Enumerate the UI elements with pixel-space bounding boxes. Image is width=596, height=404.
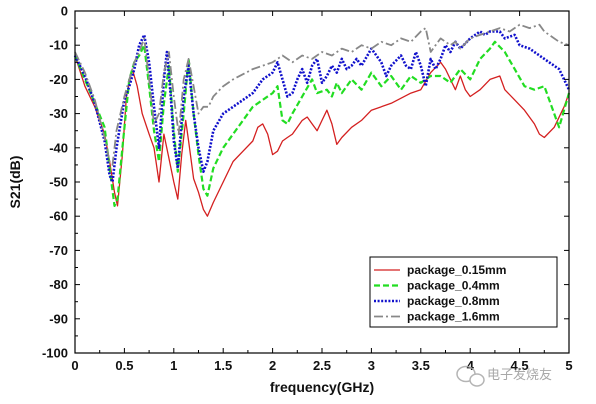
x-tick-label: 4 [467, 358, 475, 373]
y-tick-label: -90 [49, 311, 68, 326]
series-line-3 [74, 23, 570, 166]
legend-box [369, 256, 558, 328]
y-tick-label: -10 [49, 38, 68, 53]
x-tick-label: 2.5 [313, 358, 331, 373]
y-tick-label: -60 [49, 209, 68, 224]
series-layer [73, 23, 571, 217]
y-tick-label: -100 [42, 346, 68, 361]
series-line-0 [74, 55, 570, 217]
legend-label-2: package_0.8mm [407, 294, 500, 308]
y-tick-label: -50 [49, 175, 68, 190]
y-axis-title: S21(dB) [7, 156, 23, 209]
legend-label-1: package_0.4mm [407, 279, 500, 293]
x-tick-label: 2 [269, 358, 276, 373]
wechat-logo-icon [456, 365, 485, 387]
tick-labels-layer: 0 0.5 1 1.5 2 2.5 3 3.5 4 4.5 5 0 -10 -20 -30 -40 -50 -60… [42, 4, 573, 374]
watermark: 电子发烧友 [456, 365, 552, 387]
watermark-text: 电子发烧友 [487, 367, 552, 383]
x-tick-label: 1.5 [214, 358, 232, 373]
series-line-2 [73, 30, 571, 184]
x-tick-label: 4.5 [511, 358, 529, 373]
x-tick-label: 3.5 [412, 358, 430, 373]
x-tick-label: 3 [368, 358, 375, 373]
y-tick-label: -40 [49, 140, 68, 155]
x-tick-label: 0 [71, 358, 78, 373]
y-tick-label: -70 [49, 243, 68, 258]
y-tick-label: 0 [61, 4, 68, 19]
ticks-layer [74, 10, 570, 354]
x-tick-label: 0.5 [115, 358, 133, 373]
y-tick-label: -30 [49, 106, 68, 121]
legend-label-3: package_1.6mm [407, 310, 500, 324]
x-tick-label: 5 [565, 358, 572, 373]
legend-label-0: package_0.15mm [407, 263, 506, 277]
series-line-1 [73, 40, 571, 207]
y-tick-label: -20 [49, 72, 68, 87]
x-tick-label: 1 [170, 358, 177, 373]
x-axis-title: frequency(GHz) [270, 379, 374, 395]
y-tick-label: -80 [49, 277, 68, 292]
legend: package_0.15mm package_0.4mmpackage_0.8mm… [369, 256, 558, 328]
